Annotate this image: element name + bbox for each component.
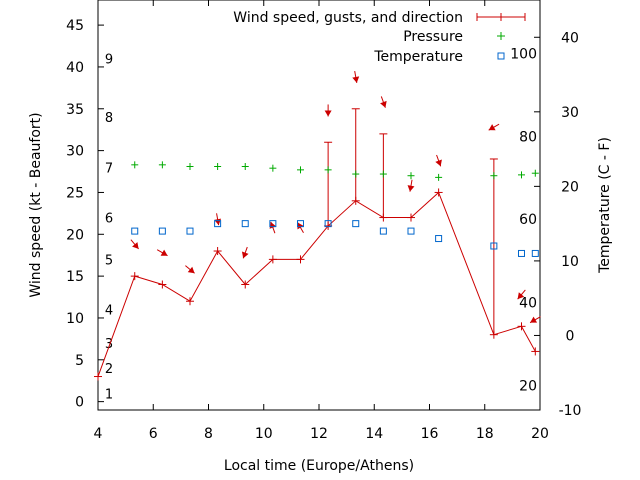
legend-key-wind <box>476 13 526 21</box>
temperature-point <box>324 220 332 228</box>
temperature-point <box>352 220 360 228</box>
y-tick-label: 20 <box>66 227 84 243</box>
x-tick-label: 16 <box>421 426 439 442</box>
temperature-point <box>531 249 539 257</box>
wind-direction-arrowhead <box>214 218 222 226</box>
wind-direction-arrowhead <box>297 222 304 230</box>
beaufort-label: 1 <box>105 387 113 402</box>
y2-tick-label: 20 <box>561 179 579 195</box>
wind-direction-arrowhead <box>324 110 332 117</box>
axis-ticks <box>97 0 541 411</box>
temperature-point <box>186 227 194 235</box>
temperature-point <box>379 227 387 235</box>
beaufort-label: 4 <box>105 304 113 319</box>
y2-tick-label: 0 <box>566 328 575 344</box>
legend-label-temperature: Temperature <box>373 49 463 65</box>
fahrenheit-label: 100 <box>510 47 537 63</box>
y-tick-label: 45 <box>66 18 84 34</box>
x-tick-label: 8 <box>204 426 213 442</box>
legend-label-wind: Wind speed, gusts, and direction <box>233 10 463 26</box>
y-tick-label: 35 <box>66 102 84 118</box>
legend: Wind speed, gusts, and direction Pressur… <box>233 10 526 65</box>
temperature-point <box>269 220 277 228</box>
x-tick-label: 4 <box>94 426 103 442</box>
fahrenheit-label: 20 <box>519 378 537 394</box>
series-layer <box>94 70 541 381</box>
beaufort-label: 9 <box>105 53 113 68</box>
beaufort-label: 5 <box>105 253 113 268</box>
tick-labels: 4 6 8 10 12 14 16 18 20051015202530354045-100102… <box>66 18 581 442</box>
wind-direction-arrowhead <box>187 266 195 274</box>
wind-direction-arrowhead <box>517 292 525 300</box>
wind-direction-arrowhead <box>380 100 387 108</box>
temperature-point <box>214 220 222 228</box>
x-axis-label: Local time (Europe/Athens) <box>224 458 414 474</box>
y-tick-label: 5 <box>75 353 84 369</box>
fahrenheit-label: 40 <box>519 296 537 312</box>
temperature-point <box>296 220 304 228</box>
y-tick-label: 15 <box>66 269 84 285</box>
fahrenheit-label: 60 <box>519 212 537 228</box>
beaufort-label: 7 <box>105 161 113 176</box>
y2-tick-label: 10 <box>561 254 579 270</box>
legend-key-pressure <box>497 32 505 40</box>
wind-direction-arrowhead <box>530 316 538 323</box>
plot-frame <box>97 0 541 411</box>
x-tick-label: 18 <box>476 426 494 442</box>
x-tick-label: 12 <box>310 426 328 442</box>
temperature-point <box>407 227 415 235</box>
wind-direction-arrowhead <box>132 242 139 249</box>
beaufort-label: 6 <box>105 212 113 227</box>
wind-direction-arrowhead <box>241 251 249 259</box>
y2-axis-label: Temperature (C - F) <box>597 137 613 274</box>
x-tick-label: 10 <box>255 426 273 442</box>
y2-tick-label: 40 <box>561 30 579 46</box>
y-tick-label: 0 <box>75 395 84 411</box>
y-tick-label: 10 <box>66 311 84 327</box>
temperature-point <box>490 242 498 250</box>
legend-key-temperature <box>497 52 505 60</box>
wind-direction-arrowhead <box>160 249 168 256</box>
y2-tick-label: 30 <box>561 105 579 121</box>
wind-direction-arrowhead <box>435 159 442 167</box>
temperature-point <box>517 249 525 257</box>
wind-speed-line <box>97 191 536 377</box>
temperature-point <box>241 220 249 228</box>
temperature-point <box>435 235 443 243</box>
x-tick-label: 14 <box>365 426 383 442</box>
temperature-point <box>131 227 139 235</box>
beaufort-label: 8 <box>105 111 113 126</box>
y2-tick-label: -10 <box>559 403 582 419</box>
y-tick-label: 30 <box>66 144 84 160</box>
wind-direction-arrowhead <box>488 124 496 131</box>
wind-direction-arrowhead <box>352 76 360 83</box>
y-axis-label: Wind speed (kt - Beaufort) <box>28 112 44 297</box>
x-tick-label: 6 <box>149 426 158 442</box>
fahrenheit-label: 80 <box>519 129 537 145</box>
beaufort-label: 3 <box>105 337 113 352</box>
y-tick-label: 40 <box>66 60 84 76</box>
beaufort-label: 2 <box>105 362 113 377</box>
legend-label-pressure: Pressure <box>403 29 463 45</box>
x-tick-label: 20 <box>531 426 549 442</box>
y-tick-label: 25 <box>66 185 84 201</box>
temperature-point <box>158 227 166 235</box>
wind-direction-arrowhead <box>407 185 415 192</box>
